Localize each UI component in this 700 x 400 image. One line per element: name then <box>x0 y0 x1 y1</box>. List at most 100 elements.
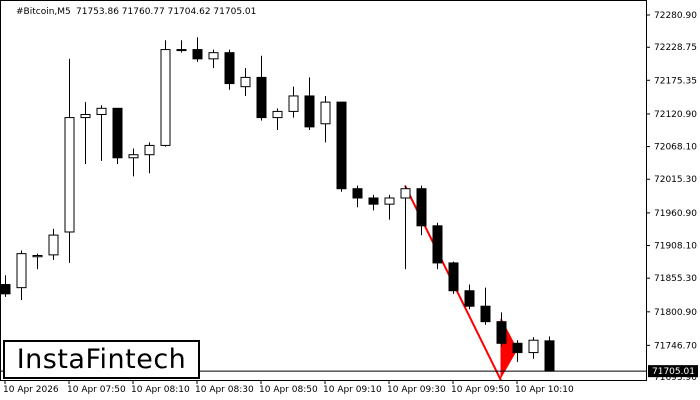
candle <box>352 185 363 208</box>
candle <box>240 68 251 96</box>
candle-body <box>192 49 203 60</box>
y-tick-label: 71855.30 <box>654 274 697 284</box>
candle <box>496 312 507 347</box>
x-tick-label: 10 Apr 09:10 <box>323 385 382 395</box>
candle <box>160 40 171 147</box>
candle <box>48 228 59 260</box>
candle-body <box>512 342 523 354</box>
candles-layer <box>0 37 555 372</box>
candle-body <box>16 253 27 289</box>
candle-body <box>80 114 91 119</box>
candle <box>368 194 379 211</box>
candle <box>528 337 539 359</box>
candle <box>400 185 411 270</box>
candle <box>112 107 123 164</box>
candle <box>480 287 491 325</box>
candle-body <box>528 339 539 354</box>
candle <box>16 250 27 301</box>
y-tick-label: 71746.70 <box>654 341 697 351</box>
candle-body <box>288 95 299 112</box>
candle-body <box>368 197 379 205</box>
candle <box>384 194 395 220</box>
candle-body <box>240 76 251 88</box>
candle-body <box>144 144 155 156</box>
candle-body <box>496 321 507 344</box>
candle-body <box>480 305 491 323</box>
candle <box>304 77 315 130</box>
y-tick-label: 72175.35 <box>654 76 697 86</box>
y-tick-label: 71960.90 <box>654 209 697 219</box>
candle <box>336 101 347 192</box>
candle <box>128 148 139 177</box>
y-tick-label: 71800.90 <box>654 308 697 318</box>
x-tick-label: 10 Apr 09:30 <box>387 385 446 395</box>
candle-body <box>352 188 363 199</box>
candle <box>96 105 107 161</box>
current-price-label: 71705.01 <box>652 367 695 377</box>
candle <box>32 253 43 270</box>
x-tick-label: 10 Apr 08:50 <box>259 385 318 395</box>
instafintech-logo: InstaFintech <box>3 340 200 379</box>
candle <box>416 185 427 236</box>
y-tick-label: 72120.90 <box>654 110 697 120</box>
candle <box>448 261 459 294</box>
candle <box>224 49 235 90</box>
candle <box>208 49 219 69</box>
candle-body <box>384 197 395 205</box>
candle-body <box>432 225 443 264</box>
candle-body <box>464 290 475 307</box>
y-tick-label: 72280.90 <box>654 11 697 21</box>
candle <box>176 40 187 53</box>
chart-header-ohlc: 71753.86 71760.77 71704.62 71705.01 <box>76 7 256 17</box>
candle-body <box>32 254 43 258</box>
candle <box>192 37 203 62</box>
x-tick-label: 10 Apr 08:10 <box>131 385 190 395</box>
x-tick-label: 10 Apr 2026 <box>3 385 59 395</box>
y-tick-label: 71908.10 <box>654 242 697 252</box>
candle-body <box>336 101 347 190</box>
x-tick-label: 10 Apr 09:50 <box>451 385 510 395</box>
candle <box>144 142 155 174</box>
x-tick-label: 10 Apr 07:50 <box>67 385 126 395</box>
candle-body <box>256 76 267 119</box>
candle-body <box>96 107 107 116</box>
plot-frame <box>0 0 647 381</box>
y-tick-label: 72228.75 <box>654 43 697 53</box>
candle-body <box>304 95 315 128</box>
candle <box>432 222 443 270</box>
candle <box>320 95 331 143</box>
candle-body <box>448 262 459 292</box>
x-tick-label: 10 Apr 08:30 <box>195 385 254 395</box>
candle-body <box>320 101 331 125</box>
candle <box>464 284 475 310</box>
candle-body <box>48 234 59 256</box>
y-tick-label: 72068.10 <box>654 143 697 153</box>
candle-body <box>224 52 235 85</box>
candle <box>512 340 523 362</box>
candle-body <box>64 117 75 233</box>
candle-body <box>128 154 139 159</box>
candle-body <box>272 110 283 119</box>
candle <box>272 108 283 130</box>
candle-body <box>0 284 11 295</box>
candle-body <box>208 52 219 60</box>
candle <box>80 102 91 164</box>
chart-header-symbol: #Bitcoin,M5 <box>16 7 71 17</box>
candle <box>544 336 555 372</box>
candle <box>288 86 299 118</box>
candle-body <box>400 188 411 199</box>
current-price-label-bg <box>648 365 698 378</box>
x-tick-label: 10 Apr 10:10 <box>515 385 574 395</box>
candle-body <box>416 188 427 227</box>
y-tick-label: 72015.30 <box>654 175 697 185</box>
y-bottom-label: 71693.90 <box>654 373 697 383</box>
candle <box>64 58 75 263</box>
candle-body <box>544 340 555 372</box>
candle-body <box>112 107 123 159</box>
candle <box>256 55 267 121</box>
candle-body <box>176 49 187 52</box>
candle-body <box>160 49 171 146</box>
